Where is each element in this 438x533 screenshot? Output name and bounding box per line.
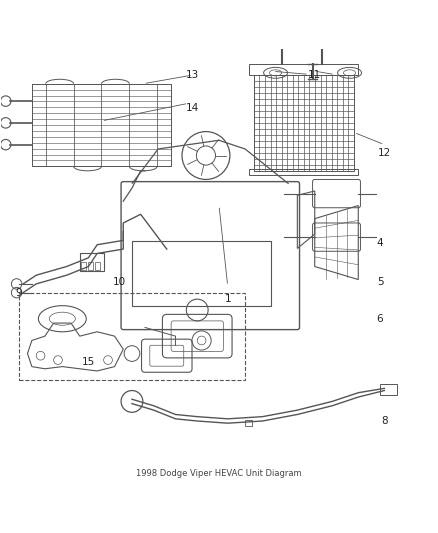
Bar (19, 293, 245, 379)
Text: 6: 6 (377, 314, 383, 324)
Bar (317, 40, 327, 47)
Bar (250, 64, 358, 75)
Bar (250, 168, 358, 175)
Bar (132, 241, 271, 305)
Bar (254, 75, 354, 171)
Bar (80, 254, 104, 271)
Text: 10: 10 (112, 277, 125, 287)
Bar (81, 262, 86, 270)
Text: 11: 11 (308, 70, 321, 80)
Text: 1998 Dodge Viper HEVAC Unit Diagram: 1998 Dodge Viper HEVAC Unit Diagram (136, 469, 302, 478)
Text: 15: 15 (82, 357, 95, 367)
Bar (88, 262, 93, 270)
Text: 1: 1 (224, 294, 231, 304)
Bar (277, 40, 287, 47)
Bar (32, 84, 171, 166)
Text: 5: 5 (377, 277, 383, 287)
Text: 4: 4 (377, 238, 383, 247)
Text: 13: 13 (186, 70, 200, 80)
Text: 9: 9 (15, 288, 22, 297)
Text: 8: 8 (381, 416, 388, 426)
Bar (245, 419, 252, 426)
Text: 12: 12 (378, 148, 391, 158)
Bar (380, 384, 397, 395)
Text: 14: 14 (186, 103, 200, 112)
Bar (95, 262, 100, 270)
